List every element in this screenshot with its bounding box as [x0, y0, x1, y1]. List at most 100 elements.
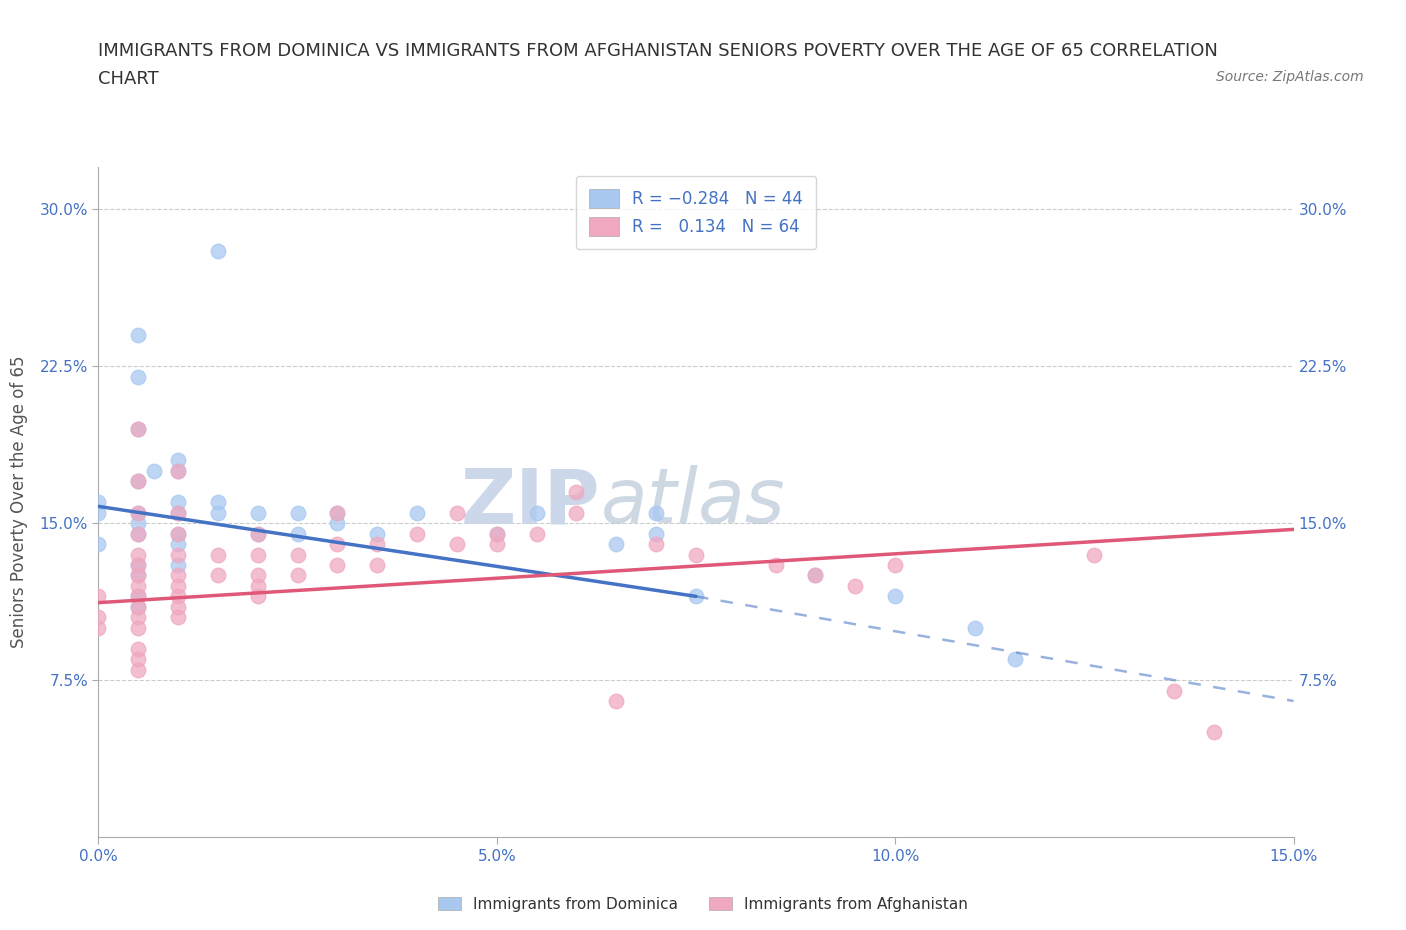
Point: [485, 537, 508, 551]
Point: [366, 526, 388, 541]
Point: [167, 600, 190, 615]
Point: [246, 589, 269, 604]
Point: [167, 547, 190, 562]
Point: [127, 620, 149, 635]
Point: [87, 620, 110, 635]
Point: [87, 610, 110, 625]
Point: [645, 537, 668, 551]
Point: [207, 495, 229, 510]
Point: [167, 463, 190, 478]
Point: [127, 421, 149, 436]
Point: [167, 505, 190, 520]
Point: [207, 505, 229, 520]
Point: [127, 642, 149, 657]
Text: ZIP: ZIP: [461, 465, 600, 539]
Point: [485, 526, 508, 541]
Point: [167, 526, 190, 541]
Text: CHART: CHART: [98, 70, 159, 87]
Point: [127, 589, 149, 604]
Point: [326, 505, 349, 520]
Point: [127, 474, 149, 489]
Point: [127, 589, 149, 604]
Point: [884, 589, 907, 604]
Point: [167, 495, 190, 510]
Text: atlas: atlas: [600, 465, 785, 539]
Point: [127, 421, 149, 436]
Point: [127, 600, 149, 615]
Point: [127, 568, 149, 583]
Point: [645, 526, 668, 541]
Point: [685, 589, 707, 604]
Point: [143, 463, 166, 478]
Point: [207, 244, 229, 259]
Point: [87, 495, 110, 510]
Point: [127, 516, 149, 531]
Point: [1083, 547, 1105, 562]
Point: [605, 694, 627, 709]
Point: [167, 610, 190, 625]
Point: [446, 537, 468, 551]
Point: [366, 537, 388, 551]
Point: [127, 547, 149, 562]
Point: [565, 485, 588, 499]
Legend: Immigrants from Dominica, Immigrants from Afghanistan: Immigrants from Dominica, Immigrants fro…: [432, 890, 974, 918]
Point: [685, 547, 707, 562]
Point: [605, 537, 627, 551]
Point: [246, 578, 269, 593]
Point: [167, 578, 190, 593]
Point: [326, 505, 349, 520]
Point: [287, 547, 309, 562]
Point: [127, 369, 149, 384]
Point: [167, 568, 190, 583]
Point: [246, 547, 269, 562]
Point: [246, 568, 269, 583]
Point: [167, 537, 190, 551]
Point: [127, 474, 149, 489]
Point: [1202, 725, 1225, 740]
Point: [127, 526, 149, 541]
Point: [287, 526, 309, 541]
Point: [485, 526, 508, 541]
Point: [246, 526, 269, 541]
Point: [127, 662, 149, 677]
Point: [246, 526, 269, 541]
Point: [127, 505, 149, 520]
Point: [446, 505, 468, 520]
Point: [167, 505, 190, 520]
Point: [526, 505, 548, 520]
Point: [406, 505, 429, 520]
Point: [127, 610, 149, 625]
Point: [246, 505, 269, 520]
Point: [963, 620, 986, 635]
Point: [765, 558, 787, 573]
Point: [1163, 683, 1185, 698]
Point: [884, 558, 907, 573]
Point: [127, 600, 149, 615]
Point: [844, 578, 866, 593]
Point: [1004, 652, 1026, 667]
Point: [127, 327, 149, 342]
Point: [127, 505, 149, 520]
Point: [287, 505, 309, 520]
Point: [326, 537, 349, 551]
Text: Source: ZipAtlas.com: Source: ZipAtlas.com: [1216, 70, 1364, 84]
Point: [326, 558, 349, 573]
Point: [127, 652, 149, 667]
Point: [167, 558, 190, 573]
Point: [207, 568, 229, 583]
Y-axis label: Seniors Poverty Over the Age of 65: Seniors Poverty Over the Age of 65: [10, 356, 28, 648]
Point: [167, 463, 190, 478]
Point: [804, 568, 827, 583]
Point: [287, 568, 309, 583]
Text: IMMIGRANTS FROM DOMINICA VS IMMIGRANTS FROM AFGHANISTAN SENIORS POVERTY OVER THE: IMMIGRANTS FROM DOMINICA VS IMMIGRANTS F…: [98, 42, 1218, 60]
Point: [127, 558, 149, 573]
Point: [565, 505, 588, 520]
Point: [167, 526, 190, 541]
Point: [87, 589, 110, 604]
Legend: R = −0.284   N = 44, R =   0.134   N = 64: R = −0.284 N = 44, R = 0.134 N = 64: [575, 176, 817, 249]
Point: [127, 526, 149, 541]
Point: [127, 578, 149, 593]
Point: [167, 589, 190, 604]
Point: [127, 568, 149, 583]
Point: [326, 516, 349, 531]
